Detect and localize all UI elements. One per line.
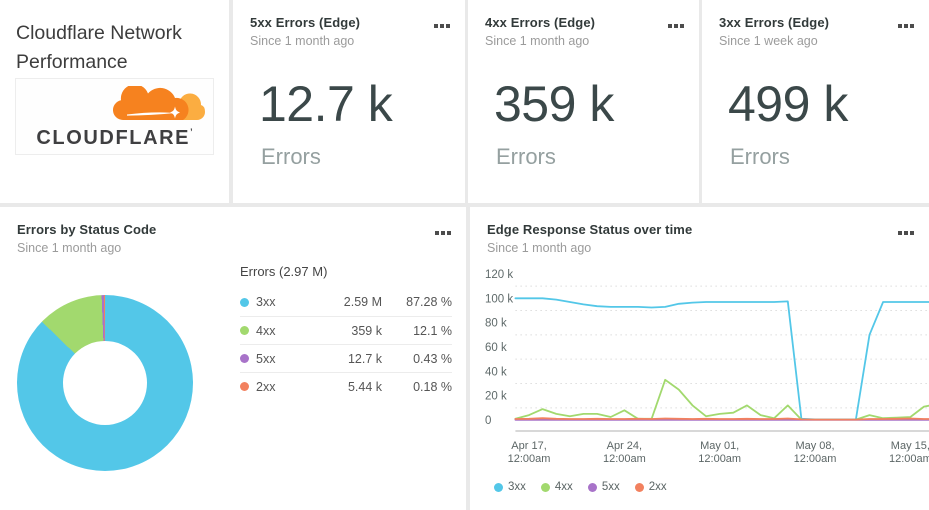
series-percent: 0.43 % [413,351,452,366]
stat-unit: Errors [261,144,321,169]
pie-legend: Errors (2.97 M) 3xx 2.59 M 87.28 % 4xx 359 k… [240,264,452,400]
series-color-dot [540,482,550,492]
card-title: Edge Response Status over time [487,222,693,237]
legend-item-3xx[interactable]: 3xx [494,481,526,493]
series-label: 2xx [256,379,276,394]
series-color-dot [240,354,249,363]
legend-item-2xx[interactable]: 2xx [634,481,667,493]
series-percent: 87.28 % [406,295,452,309]
series-color-dot [634,482,644,492]
card-title: Errors by Status Code [17,222,157,237]
series-percent: 12.1 % [413,323,452,338]
card-subtitle: Since 1 week ago [719,34,818,48]
y-axis-tick-label: 60 k [485,342,507,354]
stat-unit: Errors [730,144,790,169]
card-subtitle: Since 1 month ago [250,34,355,48]
more-menu-icon[interactable] [898,231,902,235]
line-chart[interactable]: 120 k 100 k 80 k 60 k 40 k 20 k 0 [470,262,929,440]
y-axis-tick-label: 40 k [485,366,507,378]
dashboard-title-line1: Cloudflare Network [16,22,182,44]
cloudflare-cloud-icon [113,85,205,120]
series-percent: 0.18 % [413,379,452,394]
pie-legend-header: Errors (2.97 M) [240,264,328,279]
stat-card-5xx: 5xx Errors (Edge) Since 1 month ago 12.7… [233,0,465,203]
x-axis-labels: Apr 17, 12:00am Apr 24, 12:00am May 01, 12:00… [470,440,929,468]
x-axis-tick-label: May 15, 12:00am [888,440,929,465]
series-value: 359 k [351,323,382,338]
series-value: 5.44 k [347,379,382,394]
pie-legend-row[interactable]: 4xx 359 k 12.1 % [240,316,452,344]
series-label: 2xx [648,481,667,493]
intro-card: Cloudflare Network Performance CLOUDFLAR… [0,0,229,203]
series-color-dot [240,297,249,307]
more-menu-icon[interactable] [898,24,902,28]
card-subtitle: Since 1 month ago [485,34,590,48]
pie-legend-rows: 3xx 2.59 M 87.28 % 4xx 359 k 12.1 % 5xx 12.7 k 0… [240,288,452,400]
donut-chart[interactable] [17,295,193,471]
legend-item-5xx[interactable]: 5xx [587,481,620,493]
dashboard-title-line2: Performance [16,50,128,73]
card-title: 3xx Errors (Edge) [719,15,830,30]
y-axis-tick-label: 120 k [485,269,513,281]
legend-item-4xx[interactable]: 4xx [540,481,573,493]
stat-value: 499 k [728,76,848,132]
series-color-dot [587,482,597,492]
series-label: 5xx [256,351,276,366]
card-title: 5xx Errors (Edge) [250,15,361,30]
x-axis-tick-label: Apr 17, 12:00am [507,440,551,465]
dashboard-title: Cloudflare Network Performance [0,0,229,76]
y-axis-tick-label: 100 k [485,293,513,305]
stat-card-4xx: 4xx Errors (Edge) Since 1 month ago 359 … [468,0,699,203]
x-axis-tick-label: May 01, 12:00am [698,440,742,465]
stat-value: 359 k [494,76,614,132]
x-axis-tick-label: Apr 24, 12:00am [602,440,646,465]
series-value: 2.59 M [343,295,382,309]
pie-legend-row[interactable]: 2xx 5.44 k 0.18 % [240,372,452,400]
line-chart-legend: 3xx 4xx 5xx 2xx [494,481,667,493]
more-menu-icon[interactable] [435,231,439,235]
y-axis-tick-label: 0 [485,415,491,427]
stat-unit: Errors [496,144,556,169]
line-chart-card: Edge Response Status over time Since 1 m… [470,207,929,510]
more-menu-icon[interactable] [668,24,672,28]
series-color-dot [494,482,503,492]
series-label: 4xx [256,323,276,338]
series-label: 5xx [601,481,620,493]
series-color-dot [240,326,249,335]
series-line-4xx [514,378,929,421]
series-label: 4xx [554,481,573,493]
series-line-3xx [514,297,929,421]
stat-card-3xx: 3xx Errors (Edge) Since 1 week ago 499 k… [702,0,929,203]
pie-legend-row[interactable]: 5xx 12.7 k 0.43 % [240,344,452,372]
card-title: 4xx Errors (Edge) [485,15,596,30]
card-subtitle: Since 1 month ago [487,241,592,255]
series-value: 12.7 k [347,351,382,366]
series-color-dot [240,382,249,391]
y-axis-tick-label: 80 k [485,318,507,330]
series-label: 3xx [508,481,526,493]
series-label: 3xx [256,295,276,309]
pie-legend-row[interactable]: 3xx 2.59 M 87.28 % [240,288,452,316]
pie-card: Errors by Status Code Since 1 month ago … [0,207,466,510]
card-subtitle: Since 1 month ago [17,241,122,255]
series-line-2xx [514,417,929,421]
y-axis-tick-label: 20 k [485,391,507,403]
stat-value: 12.7 k [259,76,393,132]
x-axis-tick-label: May 08, 12:00am [793,440,837,465]
cloudflare-logo: CLOUDFLARE’ [15,78,214,155]
more-menu-icon[interactable] [434,24,438,28]
cloudflare-wordmark: CLOUDFLARE’ [36,126,193,149]
